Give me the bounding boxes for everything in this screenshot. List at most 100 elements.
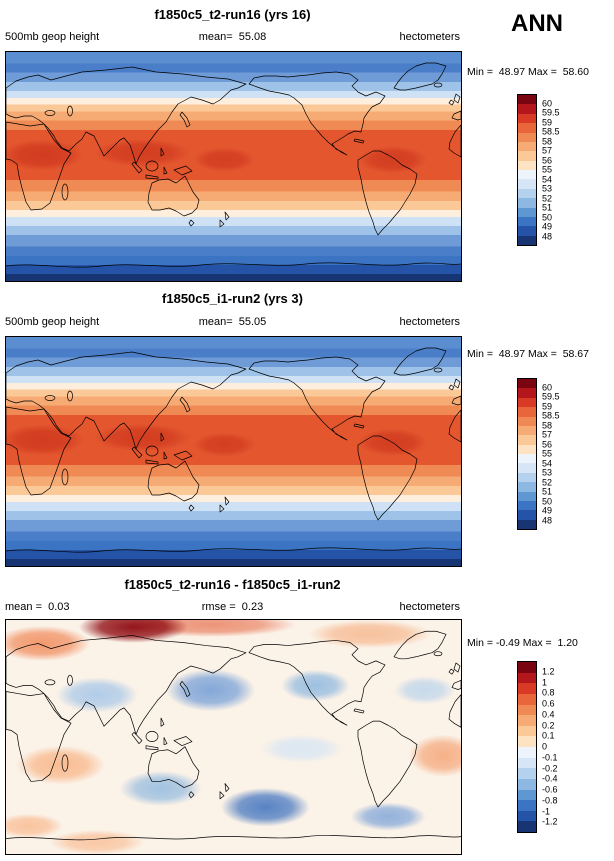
colorbar-segment — [518, 725, 536, 737]
colorbar-tick: 50 — [542, 212, 553, 222]
colorbar-tick: 58.5 — [542, 126, 560, 137]
rmse-value: rmse = 0.23 — [201, 601, 264, 613]
colorbar-tick: -0.4 — [542, 773, 558, 784]
continent-outlines — [6, 630, 461, 841]
colorbar-tick: 0.1 — [542, 730, 555, 741]
map-run2 — [5, 336, 462, 567]
colorbar-segment — [518, 132, 536, 142]
colorbar-tick: 48 — [542, 515, 553, 525]
colorbar-segment — [518, 198, 536, 208]
colorbar-tick: 0.4 — [542, 709, 555, 720]
colorbar-tick: -1 — [542, 806, 551, 816]
colorbar-tick: 49 — [542, 505, 553, 516]
colorbar-segment — [518, 151, 536, 161]
colorbar-segment — [518, 800, 536, 811]
colorbar-tick: 54 — [542, 174, 553, 184]
colorbar-segment — [518, 407, 536, 417]
colorbar-segment — [518, 672, 536, 684]
colorbar-segment — [518, 757, 536, 769]
colorbar-tick: 60 — [542, 98, 553, 108]
colorbar-segment — [518, 778, 536, 790]
colorbar-segment — [518, 170, 536, 180]
mean-value: mean= 55.05 — [198, 316, 267, 328]
colorbar-segment — [518, 113, 536, 124]
variable-label: 500mb geop height — [5, 31, 100, 43]
colorbar-segment — [518, 472, 536, 483]
colorbar-tick: 56 — [542, 155, 553, 165]
colorbar-tick: 1.2 — [542, 666, 555, 677]
colorbar-tick: 48 — [542, 231, 553, 241]
colorbar-tick: 59.5 — [542, 391, 560, 402]
colorbar-tick: 51 — [542, 486, 553, 497]
colorbar-segment — [518, 747, 536, 758]
panel-run1: f1850c5_t2-run16 (yrs 16) ANN 500mb geop… — [0, 0, 614, 287]
colorbar-segments — [517, 94, 537, 246]
colorbar-segment — [518, 188, 536, 199]
minmax-stats: Min = 48.97 Max = 58.67 — [467, 348, 589, 360]
colorbar-tick: 60 — [542, 382, 553, 392]
colorbar-tick: -1.2 — [542, 816, 558, 827]
colorbar-tick: 59 — [542, 117, 553, 127]
colorbar-tick: 58 — [542, 420, 553, 430]
colorbar-run2: 60 59.5 59 58.5 58 57 56 55 54 53 52 51 50 49 48 — [517, 378, 560, 530]
colorbar-tick: 0.6 — [542, 698, 555, 709]
colorbar-segment — [518, 226, 536, 236]
continent-outlines — [6, 62, 461, 268]
map-run1 — [5, 51, 462, 282]
colorbar-tick: 50 — [542, 496, 553, 506]
colorbar-segment — [518, 104, 536, 114]
colorbar-segment — [518, 810, 536, 822]
colorbar-segment — [518, 207, 536, 217]
colorbar-segment — [518, 482, 536, 492]
colorbar-segment — [518, 683, 536, 694]
colorbar-segment — [518, 491, 536, 501]
colorbar-segment — [518, 715, 536, 726]
colorbar-segment — [518, 768, 536, 779]
colorbar-run1: 60 59.5 59 58.5 58 57 56 55 54 53 52 51 50 49 48 — [517, 94, 560, 246]
colorbar-tick: 1 — [542, 677, 548, 687]
colorbar-ticks: 1.2 1 0.8 0.6 0.4 0.2 0.1 0 -0.1 -0.2 -0.4 -0.6 -0.8… — [517, 661, 558, 833]
colorbar-segment — [518, 500, 536, 511]
colorbar-segment — [518, 388, 536, 398]
colorbar-segment — [518, 160, 536, 170]
colorbar-segment — [518, 379, 536, 389]
season-label: ANN — [511, 10, 563, 37]
colorbar-segment — [518, 425, 536, 436]
colorbar-segment — [518, 454, 536, 464]
colorbar-tick: 0 — [542, 741, 548, 752]
colorbar-tick: 53 — [542, 467, 553, 478]
colorbar-segment — [518, 789, 536, 801]
colorbar-tick: 0.2 — [542, 720, 555, 730]
colorbar-tick: 0.8 — [542, 687, 555, 698]
colorbar-segment — [518, 662, 536, 673]
minmax-stats: Min = -0.49 Max = 1.20 — [467, 637, 578, 649]
units-label: hectometers — [399, 31, 460, 43]
colorbar-segment — [518, 435, 536, 445]
colorbar-ticks: 60 59.5 59 58.5 58 57 56 55 54 53 52 51 50 49 48 — [517, 378, 560, 530]
colorbar-segment — [518, 463, 536, 473]
colorbar-tick: 57 — [542, 145, 553, 156]
colorbar-segments — [517, 378, 537, 530]
panel-difference: f1850c5_t2-run16 - f1850c5_i1-run2 mean … — [0, 574, 614, 861]
colorbar-segments — [517, 661, 537, 833]
colorbar-tick: 56 — [542, 439, 553, 449]
colorbar-tick: 58.5 — [542, 410, 560, 421]
colorbar-tick: -0.6 — [542, 784, 558, 795]
colorbar-tick: 49 — [542, 221, 553, 232]
colorbar-difference: 1.2 1 0.8 0.6 0.4 0.2 0.1 0 -0.1 -0.2 -0.4 -0.6 -0.8… — [517, 661, 558, 833]
colorbar-segment — [518, 704, 536, 716]
colorbar-tick: 54 — [542, 458, 553, 468]
colorbar-tick: 58 — [542, 136, 553, 146]
colorbar-tick: 55 — [542, 164, 553, 175]
colorbar-segment — [518, 235, 536, 245]
colorbar-segment — [518, 693, 536, 705]
colorbar-tick: 57 — [542, 429, 553, 440]
colorbar-tick: 59 — [542, 401, 553, 411]
colorbar-segment — [518, 216, 536, 227]
colorbar-tick: -0.2 — [542, 763, 558, 773]
colorbar-segment — [518, 519, 536, 529]
colorbar-segment — [518, 736, 536, 747]
units-label: hectometers — [399, 601, 460, 613]
colorbar-segment — [518, 179, 536, 189]
